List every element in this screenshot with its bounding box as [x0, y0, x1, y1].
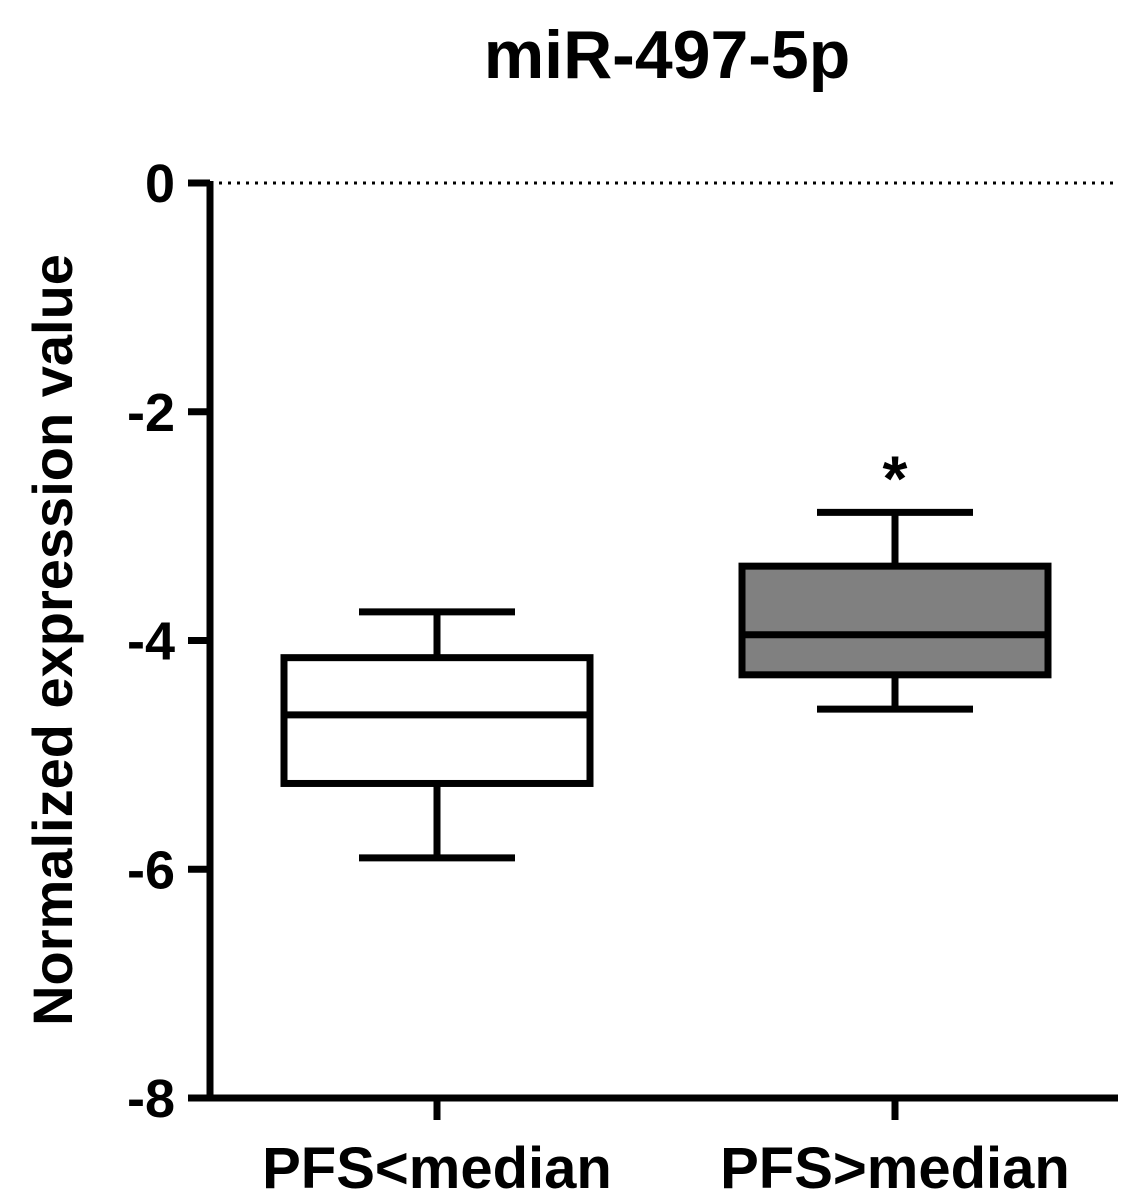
box-iqr — [738, 562, 1052, 679]
box-iqr — [280, 654, 594, 787]
y-axis-label: Normalized expression value — [21, 254, 84, 1026]
y-tick-label: -8 — [127, 1069, 175, 1129]
significance-marker: * — [883, 442, 908, 514]
chart-title: miR-497-5p — [484, 17, 851, 93]
y-tick-label: -4 — [127, 612, 175, 672]
y-tick-label: -6 — [127, 840, 175, 900]
plot-area: 0 -2 -4 -6 -8 PFS<median PFS>median * — [127, 154, 1118, 1201]
y-tick-label: -2 — [127, 383, 175, 443]
y-tick-label: 0 — [145, 154, 175, 214]
x-category-label: PFS<median — [262, 1136, 612, 1201]
x-category-label: PFS>median — [720, 1136, 1070, 1201]
